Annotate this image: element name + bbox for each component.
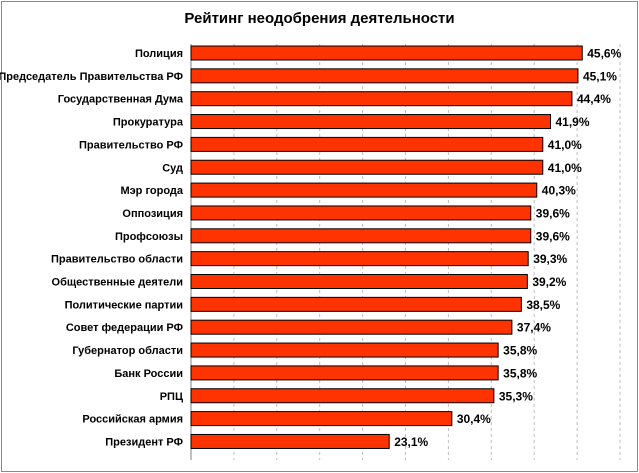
chart-title: Рейтинг неодобрения деятельности [184,10,455,27]
bar [190,228,532,244]
bar [190,251,529,267]
category-label: Оппозиция [122,208,183,220]
value-label: 40,3% [542,184,576,198]
value-label: 39,3% [533,252,567,266]
bar [190,319,513,335]
category-label: Российская армия [82,414,183,426]
value-label: 41,0% [548,138,582,152]
category-label: Суд [162,162,183,174]
category-label: Совет федерации РФ [66,322,183,334]
category-label: Председатель Правительства РФ [0,71,183,83]
bar [190,342,499,358]
value-label: 30,4% [457,412,491,426]
value-label: 37,4% [517,321,551,335]
value-label: 35,8% [503,366,537,380]
category-label: Банк России [114,368,183,380]
value-label: 45,1% [583,69,617,83]
bar [190,91,573,107]
value-label: 45,6% [587,47,621,61]
value-labels: 45,6% 45,1% 44,4% 41,9% 41,0% 41,0% 40,3% 39,6%… [394,47,621,449]
category-label: РПЦ [160,391,183,403]
category-label: Мэр города [120,185,183,197]
value-label: 23,1% [394,435,428,449]
value-label: 39,6% [536,229,570,243]
category-label: Президент РФ [105,436,183,448]
value-label: 41,9% [556,115,590,129]
category-label: Политические партии [65,299,183,311]
category-label: Правительство РФ [79,139,183,151]
value-label: 39,2% [532,275,566,289]
bars [190,45,583,449]
category-label: Общественные деятели [52,277,183,289]
bar [190,274,528,289]
value-label: 44,4% [577,92,611,106]
bar [190,159,544,175]
value-label: 35,8% [503,344,537,358]
category-label: Правительство области [51,254,183,266]
category-label: Профсоюзы [115,231,183,243]
category-labels: Полиция Председатель Правительства РФ Госу… [0,48,184,448]
category-label: Государственная Дума [58,94,184,106]
value-label: 39,6% [536,206,570,220]
category-label: Губернатор области [72,345,183,357]
bar [190,205,532,221]
value-label: 35,3% [499,389,533,403]
bar [190,411,453,427]
bar [190,68,579,84]
bar [190,182,538,198]
category-label: Полиция [135,48,183,60]
bar [190,296,522,312]
bar [190,433,390,449]
bar [190,365,499,381]
value-label: 38,5% [526,298,560,312]
bar [190,45,583,61]
bar [190,114,552,130]
value-label: 41,0% [548,161,582,175]
bar [190,136,544,152]
category-label: Прокуратура [113,117,184,129]
bar [190,388,495,404]
